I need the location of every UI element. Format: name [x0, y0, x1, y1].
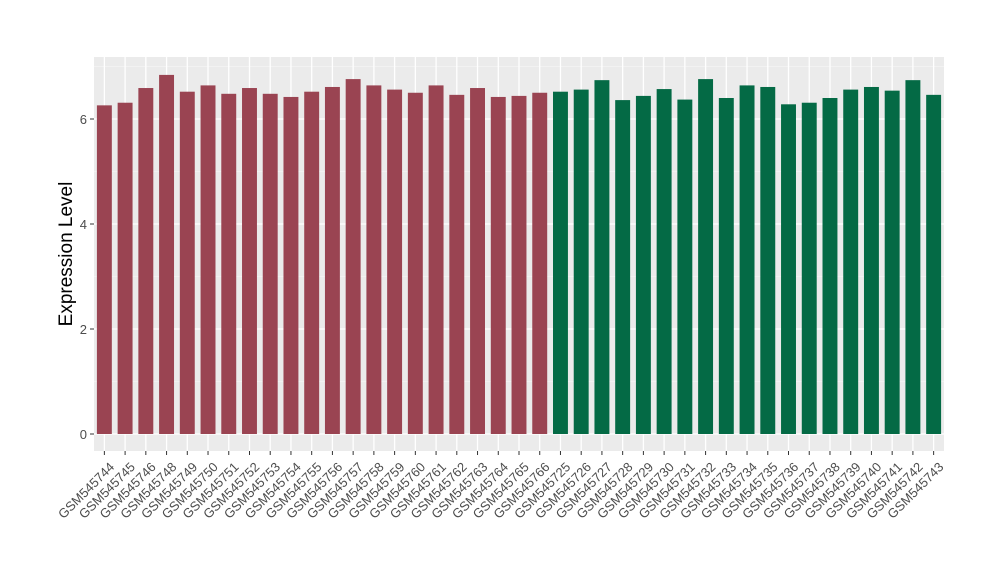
bar: [863, 86, 879, 434]
bar: [490, 96, 506, 434]
bar: [905, 80, 921, 435]
bar: [698, 79, 714, 434]
y-axis: 0 2 4 6: [80, 112, 94, 442]
bar: [843, 89, 859, 434]
bar: [553, 91, 568, 434]
bar: [573, 89, 589, 434]
bar: [345, 79, 361, 434]
bar: [884, 90, 900, 435]
bar: [511, 95, 527, 435]
y-tick-label: 2: [80, 322, 87, 337]
bar: [470, 88, 485, 435]
bar: [677, 99, 693, 434]
bar: [242, 88, 257, 435]
bar: [138, 88, 154, 435]
bar: [324, 86, 340, 434]
bar: [635, 95, 651, 435]
bar: [615, 100, 631, 434]
bar: [366, 85, 382, 435]
bar: [801, 102, 817, 434]
bar: [96, 105, 112, 434]
bar: [449, 94, 465, 434]
bar: [428, 85, 444, 435]
bar: [221, 93, 237, 435]
bar: [718, 98, 734, 434]
bar: [200, 85, 216, 435]
x-axis: GSM545744GSM545745GSM545746GSM545748GSM5…: [55, 451, 947, 522]
bar: [304, 91, 320, 434]
bar: [159, 74, 175, 435]
bar: [739, 85, 755, 435]
bar: [594, 80, 610, 435]
y-tick-label: 4: [80, 217, 87, 232]
bar: [117, 102, 133, 434]
bars-group: [96, 74, 942, 435]
bar: [656, 89, 672, 434]
bar: [781, 104, 796, 435]
bar: [262, 93, 278, 435]
bar: [179, 91, 195, 434]
bar: [283, 96, 299, 434]
bar: [760, 86, 776, 434]
y-tick-label: 0: [80, 427, 87, 442]
bar: [926, 94, 942, 434]
y-tick-label: 6: [80, 112, 87, 127]
y-axis-label: Expression Level: [56, 182, 77, 327]
bar: [407, 92, 423, 434]
bar: [822, 98, 838, 434]
bar: [387, 89, 403, 434]
bar: [532, 92, 548, 434]
